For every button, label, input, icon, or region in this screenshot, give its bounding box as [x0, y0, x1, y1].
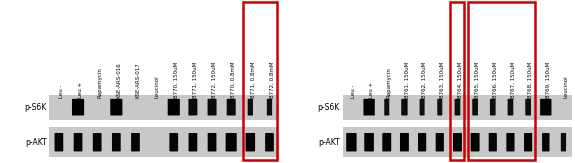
- Text: B772, 0.8mM: B772, 0.8mM: [270, 61, 274, 98]
- Text: B764, 150uM: B764, 150uM: [458, 62, 462, 98]
- FancyBboxPatch shape: [542, 133, 550, 151]
- FancyBboxPatch shape: [112, 133, 121, 151]
- Text: B767, 150uM: B767, 150uM: [511, 62, 515, 98]
- FancyBboxPatch shape: [248, 99, 253, 116]
- FancyBboxPatch shape: [437, 99, 442, 116]
- Text: B769, 150uM: B769, 150uM: [546, 62, 551, 98]
- FancyBboxPatch shape: [490, 99, 496, 116]
- Bar: [243, 2, 277, 160]
- Text: KSE-ARS-017: KSE-ARS-017: [136, 62, 140, 98]
- Text: Leucinol: Leucinol: [155, 75, 160, 98]
- FancyBboxPatch shape: [131, 133, 140, 151]
- FancyBboxPatch shape: [265, 133, 274, 151]
- FancyBboxPatch shape: [363, 99, 375, 116]
- Text: B763, 150uM: B763, 150uM: [440, 62, 445, 98]
- FancyBboxPatch shape: [507, 133, 515, 151]
- FancyBboxPatch shape: [110, 99, 122, 116]
- Text: Rapamycin: Rapamycin: [97, 67, 102, 98]
- FancyBboxPatch shape: [170, 133, 178, 151]
- Text: p-AKT: p-AKT: [318, 138, 340, 147]
- Text: Rapamycin: Rapamycin: [387, 67, 392, 98]
- Text: B772, 150uM: B772, 150uM: [212, 62, 217, 98]
- Text: B771, 0.8mM: B771, 0.8mM: [250, 61, 255, 98]
- Text: Leu -: Leu -: [59, 84, 64, 98]
- Text: Leu +: Leu +: [369, 82, 374, 98]
- Bar: [49, 95, 279, 120]
- FancyBboxPatch shape: [384, 99, 389, 116]
- Text: B771, 150uM: B771, 150uM: [193, 62, 198, 98]
- Text: Leu -: Leu -: [351, 84, 356, 98]
- FancyBboxPatch shape: [93, 133, 102, 151]
- Bar: [468, 2, 535, 160]
- FancyBboxPatch shape: [225, 133, 237, 151]
- FancyBboxPatch shape: [526, 99, 531, 116]
- FancyBboxPatch shape: [400, 133, 409, 151]
- FancyBboxPatch shape: [489, 133, 497, 151]
- FancyBboxPatch shape: [74, 133, 82, 151]
- FancyBboxPatch shape: [561, 133, 566, 151]
- FancyBboxPatch shape: [540, 99, 551, 116]
- Text: p-S6K: p-S6K: [317, 103, 340, 112]
- FancyBboxPatch shape: [346, 133, 356, 151]
- FancyBboxPatch shape: [508, 99, 513, 116]
- FancyBboxPatch shape: [208, 99, 217, 116]
- FancyBboxPatch shape: [453, 133, 462, 151]
- FancyBboxPatch shape: [208, 133, 216, 151]
- Text: p-AKT: p-AKT: [25, 138, 47, 147]
- Text: Leu +: Leu +: [78, 82, 83, 98]
- Bar: [49, 127, 279, 157]
- FancyBboxPatch shape: [436, 133, 444, 151]
- FancyBboxPatch shape: [401, 99, 408, 116]
- FancyBboxPatch shape: [365, 133, 374, 151]
- Text: B768, 150uM: B768, 150uM: [528, 62, 533, 98]
- FancyBboxPatch shape: [418, 133, 426, 151]
- FancyBboxPatch shape: [267, 99, 272, 116]
- FancyBboxPatch shape: [189, 133, 197, 151]
- FancyBboxPatch shape: [420, 99, 424, 116]
- Bar: [450, 2, 465, 160]
- FancyBboxPatch shape: [189, 99, 197, 116]
- Text: B761, 150uM: B761, 150uM: [404, 62, 409, 98]
- Text: B770, 0.8mM: B770, 0.8mM: [231, 61, 236, 98]
- FancyBboxPatch shape: [246, 133, 255, 151]
- Bar: [343, 127, 572, 157]
- FancyBboxPatch shape: [471, 133, 480, 151]
- Bar: [343, 95, 572, 120]
- FancyBboxPatch shape: [524, 133, 532, 151]
- Text: Leucinol: Leucinol: [564, 75, 569, 98]
- FancyBboxPatch shape: [55, 133, 63, 151]
- FancyBboxPatch shape: [382, 133, 391, 151]
- Text: KSE-ARS-016: KSE-ARS-016: [116, 62, 121, 98]
- FancyBboxPatch shape: [168, 99, 180, 116]
- FancyBboxPatch shape: [455, 99, 461, 116]
- FancyBboxPatch shape: [227, 99, 236, 116]
- Text: B770, 150uM: B770, 150uM: [174, 62, 179, 98]
- Text: B766, 150uM: B766, 150uM: [493, 62, 498, 98]
- FancyBboxPatch shape: [72, 99, 84, 116]
- Text: p-S6K: p-S6K: [24, 103, 47, 112]
- FancyBboxPatch shape: [472, 99, 478, 116]
- Text: B762, 150uM: B762, 150uM: [422, 62, 427, 98]
- Text: B765, 150uM: B765, 150uM: [475, 62, 480, 98]
